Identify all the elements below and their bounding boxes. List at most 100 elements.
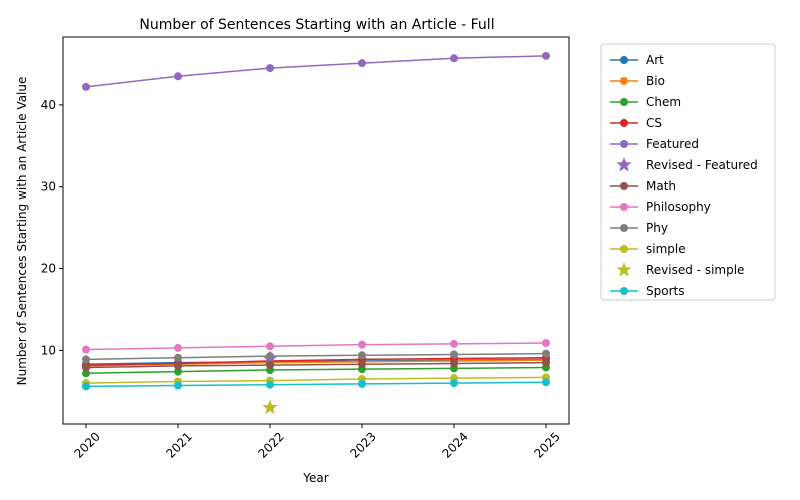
data-point xyxy=(450,350,458,359)
data-point xyxy=(266,342,274,351)
y-tick-label: 40 xyxy=(41,98,56,112)
data-point xyxy=(450,379,458,388)
chart-title: Number of Sentences Starting with an Art… xyxy=(139,17,494,33)
legend-marker xyxy=(620,287,628,295)
legend-frame xyxy=(600,43,776,301)
series-line-sports xyxy=(85,381,547,388)
series-layer xyxy=(82,51,550,415)
legend-item-math: Math xyxy=(610,179,676,193)
series-math xyxy=(82,358,550,372)
legend-marker xyxy=(620,203,628,211)
legend-label: Featured xyxy=(646,137,699,151)
legend-marker xyxy=(616,157,632,172)
data-point xyxy=(542,349,550,358)
data-point xyxy=(266,64,274,73)
data-point xyxy=(266,361,274,370)
series-line-cs xyxy=(85,356,547,366)
legend-label: Revised - simple xyxy=(646,263,744,277)
y-tick-label: 30 xyxy=(41,180,56,194)
data-point xyxy=(174,361,182,370)
data-point xyxy=(174,367,182,376)
series-phy xyxy=(82,349,550,364)
y-tick-label: 20 xyxy=(41,262,56,276)
legend-label: Math xyxy=(646,179,676,193)
series-revised-simple xyxy=(262,399,278,415)
legend-item-revised-featured: Revised - Featured xyxy=(616,157,758,172)
series-line-philosophy xyxy=(85,342,547,351)
series-line-chem xyxy=(85,366,547,375)
legend-marker xyxy=(620,98,628,106)
legend-item-phy: Phy xyxy=(610,221,668,235)
x-axis: 2020 2021 2022 2023 2024 2025 xyxy=(71,424,563,461)
legend-label: Bio xyxy=(646,74,665,88)
data-point xyxy=(82,363,90,372)
data-point xyxy=(82,355,90,364)
data-point xyxy=(358,351,366,360)
data-point xyxy=(358,360,366,369)
legend-item-simple: simple xyxy=(610,242,686,256)
x-tick-label: 2023 xyxy=(347,429,378,460)
x-tick-label: 2025 xyxy=(531,429,562,460)
data-point xyxy=(358,340,366,349)
series-sports xyxy=(82,378,550,391)
legend-label: Revised - Featured xyxy=(646,158,758,172)
legend-marker xyxy=(620,56,628,64)
series-line-phy xyxy=(85,352,547,361)
data-point xyxy=(82,382,90,391)
data-point xyxy=(358,379,366,388)
legend-item-philosophy: Philosophy xyxy=(610,200,711,214)
legend-item-sports: Sports xyxy=(610,284,684,298)
plot-area xyxy=(62,36,570,425)
series-line-featured xyxy=(85,55,547,88)
x-tick-label: 2022 xyxy=(255,429,286,460)
series-featured xyxy=(82,51,550,91)
data-point xyxy=(450,54,458,63)
series-line-math xyxy=(85,361,547,369)
legend-item-featured: Featured xyxy=(610,137,699,151)
series-philosophy xyxy=(82,339,550,354)
legend-marker xyxy=(620,245,628,253)
x-tick-label: 2024 xyxy=(439,429,470,460)
legend-marker xyxy=(620,77,628,85)
data-point xyxy=(174,72,182,81)
legend-item-art: Art xyxy=(610,53,664,67)
legend-item-cs: CS xyxy=(610,116,662,130)
legend: Art Bio Chem CS Featured Revised - Featured Ma… xyxy=(600,43,776,301)
data-point xyxy=(266,380,274,389)
data-point xyxy=(82,345,90,354)
series-line-simple xyxy=(85,376,547,384)
legend-label: Art xyxy=(646,53,664,67)
x-tick-label: 2021 xyxy=(163,429,194,460)
data-point xyxy=(266,352,274,361)
data-point xyxy=(174,343,182,352)
y-tick-label: 10 xyxy=(41,343,56,357)
series-line-bio xyxy=(85,359,547,367)
star-point xyxy=(262,399,278,415)
x-tick-label: 2020 xyxy=(71,429,102,460)
data-point xyxy=(542,358,550,367)
y-axis-label: Number of Sentences Starting with an Art… xyxy=(15,77,29,386)
legend-label: Sports xyxy=(646,284,684,298)
data-point xyxy=(358,59,366,68)
data-point xyxy=(542,339,550,347)
legend-marker xyxy=(620,182,628,190)
data-point xyxy=(82,369,90,378)
legend-label: Chem xyxy=(646,95,681,109)
legend-marker xyxy=(620,140,628,148)
legend-item-chem: Chem xyxy=(610,95,681,109)
legend-marker xyxy=(620,119,628,127)
legend-item-revised-simple: Revised - simple xyxy=(616,262,744,277)
series-line-art xyxy=(85,358,547,366)
data-point xyxy=(82,82,90,91)
legend-marker xyxy=(616,262,632,277)
legend-label: simple xyxy=(646,242,686,256)
legend-label: Phy xyxy=(646,221,668,235)
legend-item-bio: Bio xyxy=(610,74,665,88)
data-point xyxy=(542,378,550,387)
data-point xyxy=(450,359,458,368)
y-axis: 10 20 30 40 xyxy=(41,98,63,357)
x-axis-label: Year xyxy=(302,471,328,485)
data-point xyxy=(450,339,458,348)
data-point xyxy=(174,353,182,362)
